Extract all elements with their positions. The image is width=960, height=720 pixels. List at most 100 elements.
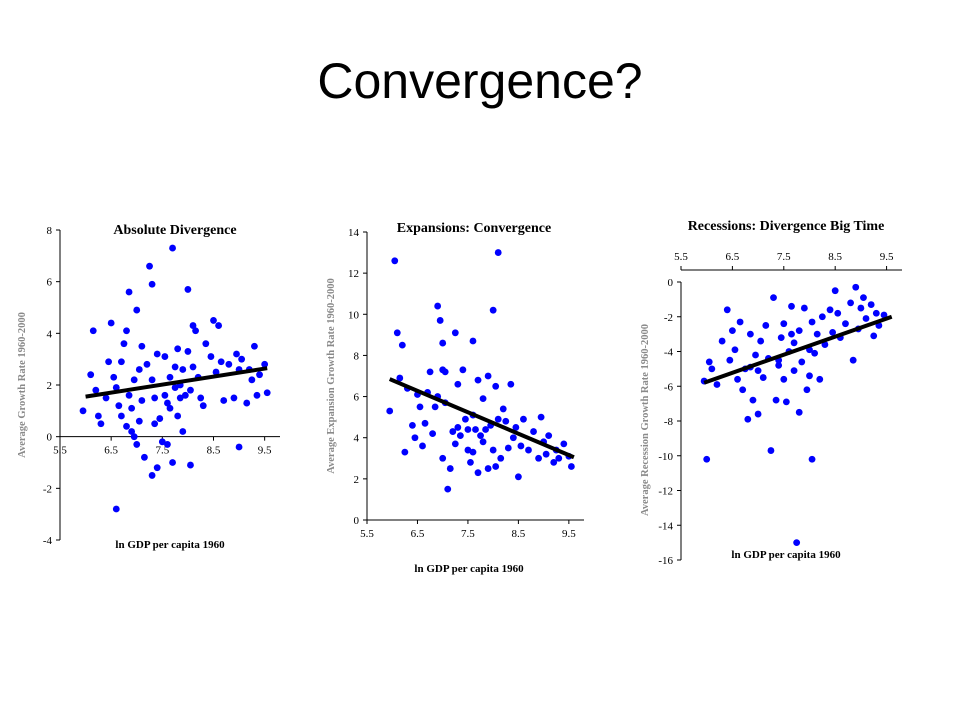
data-point [479,438,487,446]
data-point [421,419,429,427]
data-point [829,328,837,336]
data-point [852,283,860,291]
data-point [135,366,143,373]
data-point [439,339,447,347]
y-tick-label: 0 [47,432,53,444]
data-point [818,313,826,321]
data-point [489,446,497,454]
data-point [811,349,819,357]
data-point [467,459,474,466]
data-point [161,391,169,399]
data-point [703,455,711,463]
data-point [754,367,762,375]
x-tick-label: 5.5 [360,528,374,540]
fit-line [388,377,575,460]
data-point [494,415,502,423]
data-point [238,355,246,363]
data-point [243,399,251,407]
x-tick-label: 9.5 [258,445,272,457]
data-point [189,363,197,371]
data-point [834,309,842,317]
data-point [726,356,734,364]
data-point [499,405,507,413]
data-point [831,287,839,295]
data-point [790,339,798,347]
data-point [94,412,102,420]
data-point [462,415,469,423]
data-point [416,403,424,411]
data-point [169,244,176,252]
data-point [148,472,156,479]
data-point [713,381,721,388]
data-point [164,399,171,407]
data-point [138,397,146,404]
data-point [744,415,752,423]
data-point [803,386,811,394]
data-point [842,320,849,328]
data-point [492,382,500,390]
x-tick-label: 9.5 [880,251,894,263]
data-point [171,384,179,391]
data-point [509,434,517,442]
data-point [790,367,798,375]
data-point [230,394,238,402]
x-axis-label: ln GDP per capita 1960 [414,563,524,575]
data-point [723,306,731,314]
data-point [263,389,271,397]
data-point [484,465,492,472]
data-point [133,306,141,314]
y-tick-label: 6 [47,277,53,289]
data-point [446,465,454,472]
data-point [736,318,744,326]
data-point [459,366,467,374]
data-point [514,473,522,481]
y-tick-label: 6 [354,392,360,404]
data-point [115,402,123,410]
y-tick-label: 14 [348,227,360,239]
data-point [492,463,500,470]
data-point [780,375,788,383]
data-point [862,315,870,322]
y-tick-label: 4 [354,433,360,445]
data-point [112,505,120,513]
data-point [469,337,477,345]
data-point [141,453,148,461]
data-point [444,485,452,493]
data-point [148,376,156,384]
data-point [560,440,568,448]
data-point [555,454,563,462]
data-point [439,366,447,374]
data-point [772,396,780,404]
data-point [148,280,156,288]
x-tick-label: 8.5 [512,528,526,540]
data-point [847,299,855,307]
data-point [207,353,215,360]
data-point [439,454,447,462]
data-point [502,417,510,425]
data-point [233,350,240,358]
data-point [253,391,261,399]
data-point [746,330,754,338]
data-point [146,262,153,270]
data-point [138,342,146,350]
data-point [431,403,439,411]
fit-line [703,314,893,385]
data-point [235,443,243,451]
data-point [482,426,489,433]
data-point [550,459,558,466]
data-point [202,340,210,348]
data-point [117,358,125,366]
data-point [174,345,182,353]
y-tick-label: -2 [664,312,673,324]
data-point [158,438,166,446]
data-point [125,288,133,296]
data-point [105,358,113,366]
data-point [793,539,801,547]
y-tick-label: 10 [348,309,360,321]
x-tick-label: 6.5 [411,528,425,540]
x-tick-label: 5.5 [53,445,67,457]
data-point [705,358,713,366]
y-tick-label: 8 [354,350,360,362]
fit-line [85,366,268,399]
data-point [849,356,857,364]
